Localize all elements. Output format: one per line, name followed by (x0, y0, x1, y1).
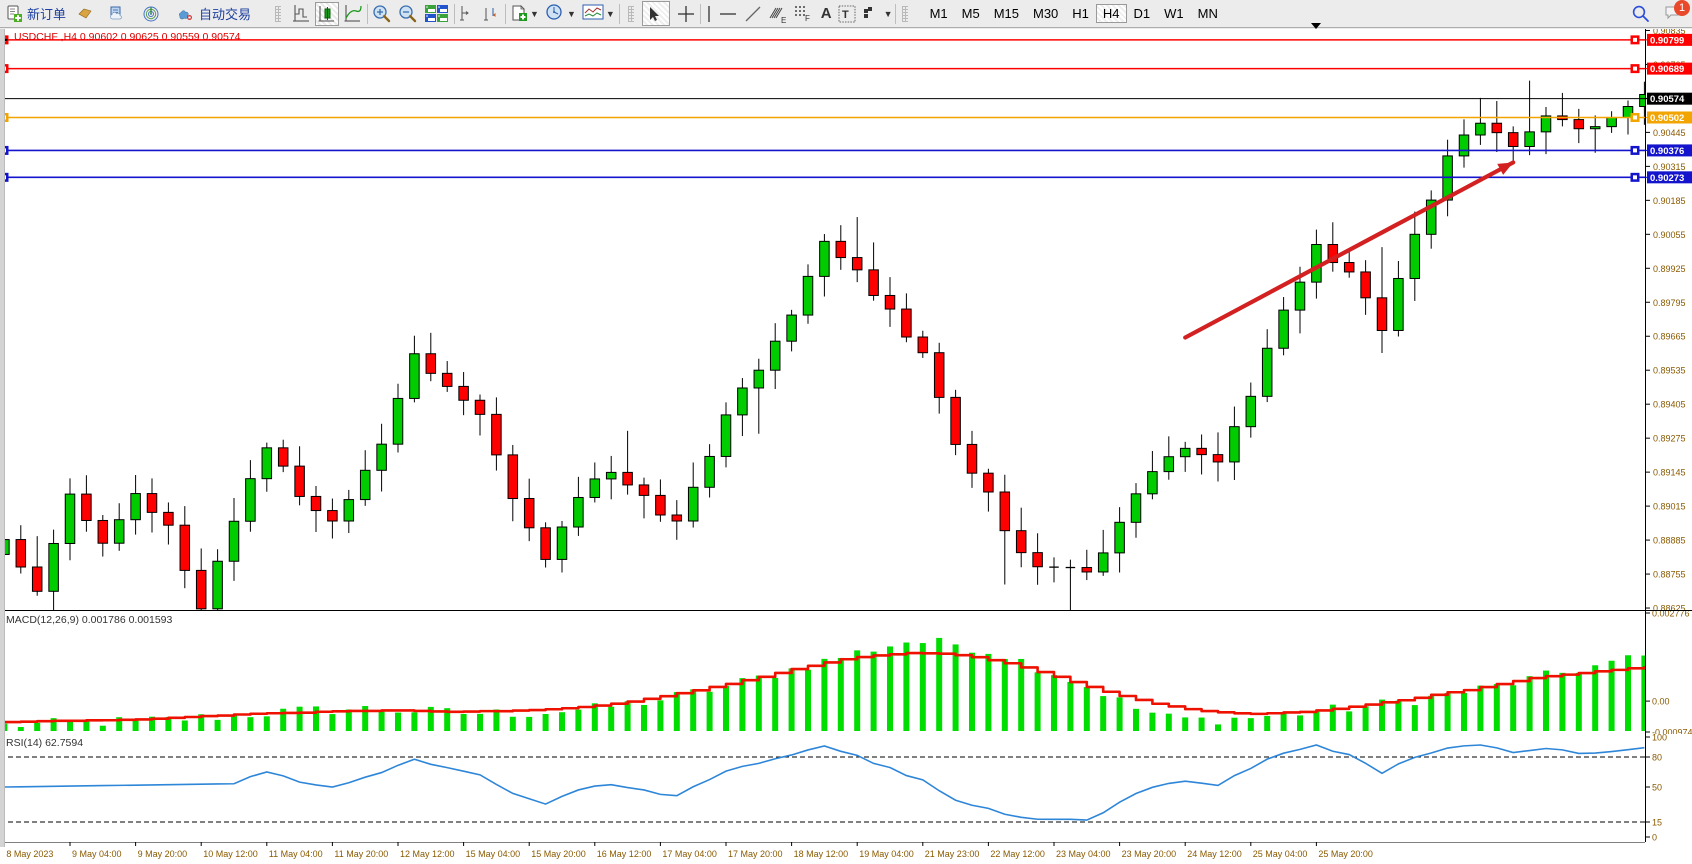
svg-text:0.90799: 0.90799 (1650, 35, 1684, 46)
svg-text:18 May 12:00: 18 May 12:00 (794, 849, 849, 859)
svg-text:11 May 20:00: 11 May 20:00 (334, 849, 388, 859)
svg-text:MACD(12,26,9) 0.001786 0.00159: MACD(12,26,9) 0.001786 0.001593 (6, 614, 173, 626)
svg-text:23 May 04:00: 23 May 04:00 (1056, 849, 1111, 859)
svg-text:0.89665: 0.89665 (1653, 332, 1686, 342)
svg-text:8 May 2023: 8 May 2023 (6, 849, 53, 859)
svg-text:17 May 20:00: 17 May 20:00 (728, 849, 783, 859)
svg-text:0.90376: 0.90376 (1650, 146, 1684, 157)
svg-text:T: T (842, 9, 849, 21)
svg-text:9 May 20:00: 9 May 20:00 (138, 849, 188, 859)
svg-text:E: E (781, 16, 786, 24)
svg-text:F: F (805, 14, 810, 22)
svg-text:RSI(14) 62.7594: RSI(14) 62.7594 (6, 737, 83, 749)
svg-text:11 May 04:00: 11 May 04:00 (269, 849, 323, 859)
svg-text:100: 100 (1652, 734, 1667, 743)
svg-text:0.89405: 0.89405 (1653, 400, 1686, 410)
svg-text:0.002776: 0.002776 (1652, 611, 1690, 619)
svg-text:80: 80 (1652, 753, 1662, 763)
svg-text:0.90055: 0.90055 (1653, 230, 1686, 240)
svg-text:25 May 20:00: 25 May 20:00 (1318, 849, 1373, 859)
svg-text:0.00: 0.00 (1652, 697, 1670, 707)
svg-text:15 May 04:00: 15 May 04:00 (466, 849, 521, 859)
svg-text:0.90185: 0.90185 (1653, 196, 1686, 206)
svg-text:0.89535: 0.89535 (1653, 366, 1686, 376)
svg-text:0.89795: 0.89795 (1653, 298, 1686, 308)
svg-text:0.90689: 0.90689 (1650, 64, 1684, 75)
svg-text:10 May 12:00: 10 May 12:00 (203, 849, 258, 859)
svg-text:0.90273: 0.90273 (1650, 173, 1684, 184)
svg-text:24 May 12:00: 24 May 12:00 (1187, 849, 1242, 859)
svg-text:0.88755: 0.88755 (1653, 570, 1686, 580)
svg-text:0.89275: 0.89275 (1653, 434, 1686, 444)
svg-text:12 May 12:00: 12 May 12:00 (400, 849, 455, 859)
svg-text:19 May 04:00: 19 May 04:00 (859, 849, 914, 859)
svg-text:25 May 04:00: 25 May 04:00 (1253, 849, 1308, 859)
svg-text:16 May 12:00: 16 May 12:00 (597, 849, 652, 859)
svg-text:0.89145: 0.89145 (1653, 468, 1686, 478)
svg-text:0.90315: 0.90315 (1653, 162, 1686, 172)
svg-text:0.90502: 0.90502 (1650, 113, 1684, 124)
svg-text:23 May 20:00: 23 May 20:00 (1122, 849, 1177, 859)
svg-text:15: 15 (1652, 818, 1662, 828)
svg-text:0.88625: 0.88625 (1653, 604, 1686, 610)
svg-text:0.88885: 0.88885 (1653, 536, 1686, 546)
svg-text:0.89015: 0.89015 (1653, 502, 1686, 512)
svg-text:0.90445: 0.90445 (1653, 128, 1686, 138)
svg-text:22 May 12:00: 22 May 12:00 (990, 849, 1045, 859)
svg-text:USDCHF ,H4 0.90602 0.90625 0.: USDCHF ,H4 0.90602 0.90625 0.90559 0.905… (14, 31, 241, 43)
svg-text:15 May 20:00: 15 May 20:00 (531, 849, 586, 859)
svg-text:21 May 23:00: 21 May 23:00 (925, 849, 980, 859)
svg-text:0.90574: 0.90574 (1650, 94, 1685, 105)
svg-text:0.89925: 0.89925 (1653, 264, 1686, 274)
svg-text:9 May 04:00: 9 May 04:00 (72, 849, 122, 859)
svg-text:50: 50 (1652, 783, 1662, 793)
svg-text:17 May 04:00: 17 May 04:00 (662, 849, 717, 859)
svg-text:0: 0 (1652, 833, 1657, 843)
